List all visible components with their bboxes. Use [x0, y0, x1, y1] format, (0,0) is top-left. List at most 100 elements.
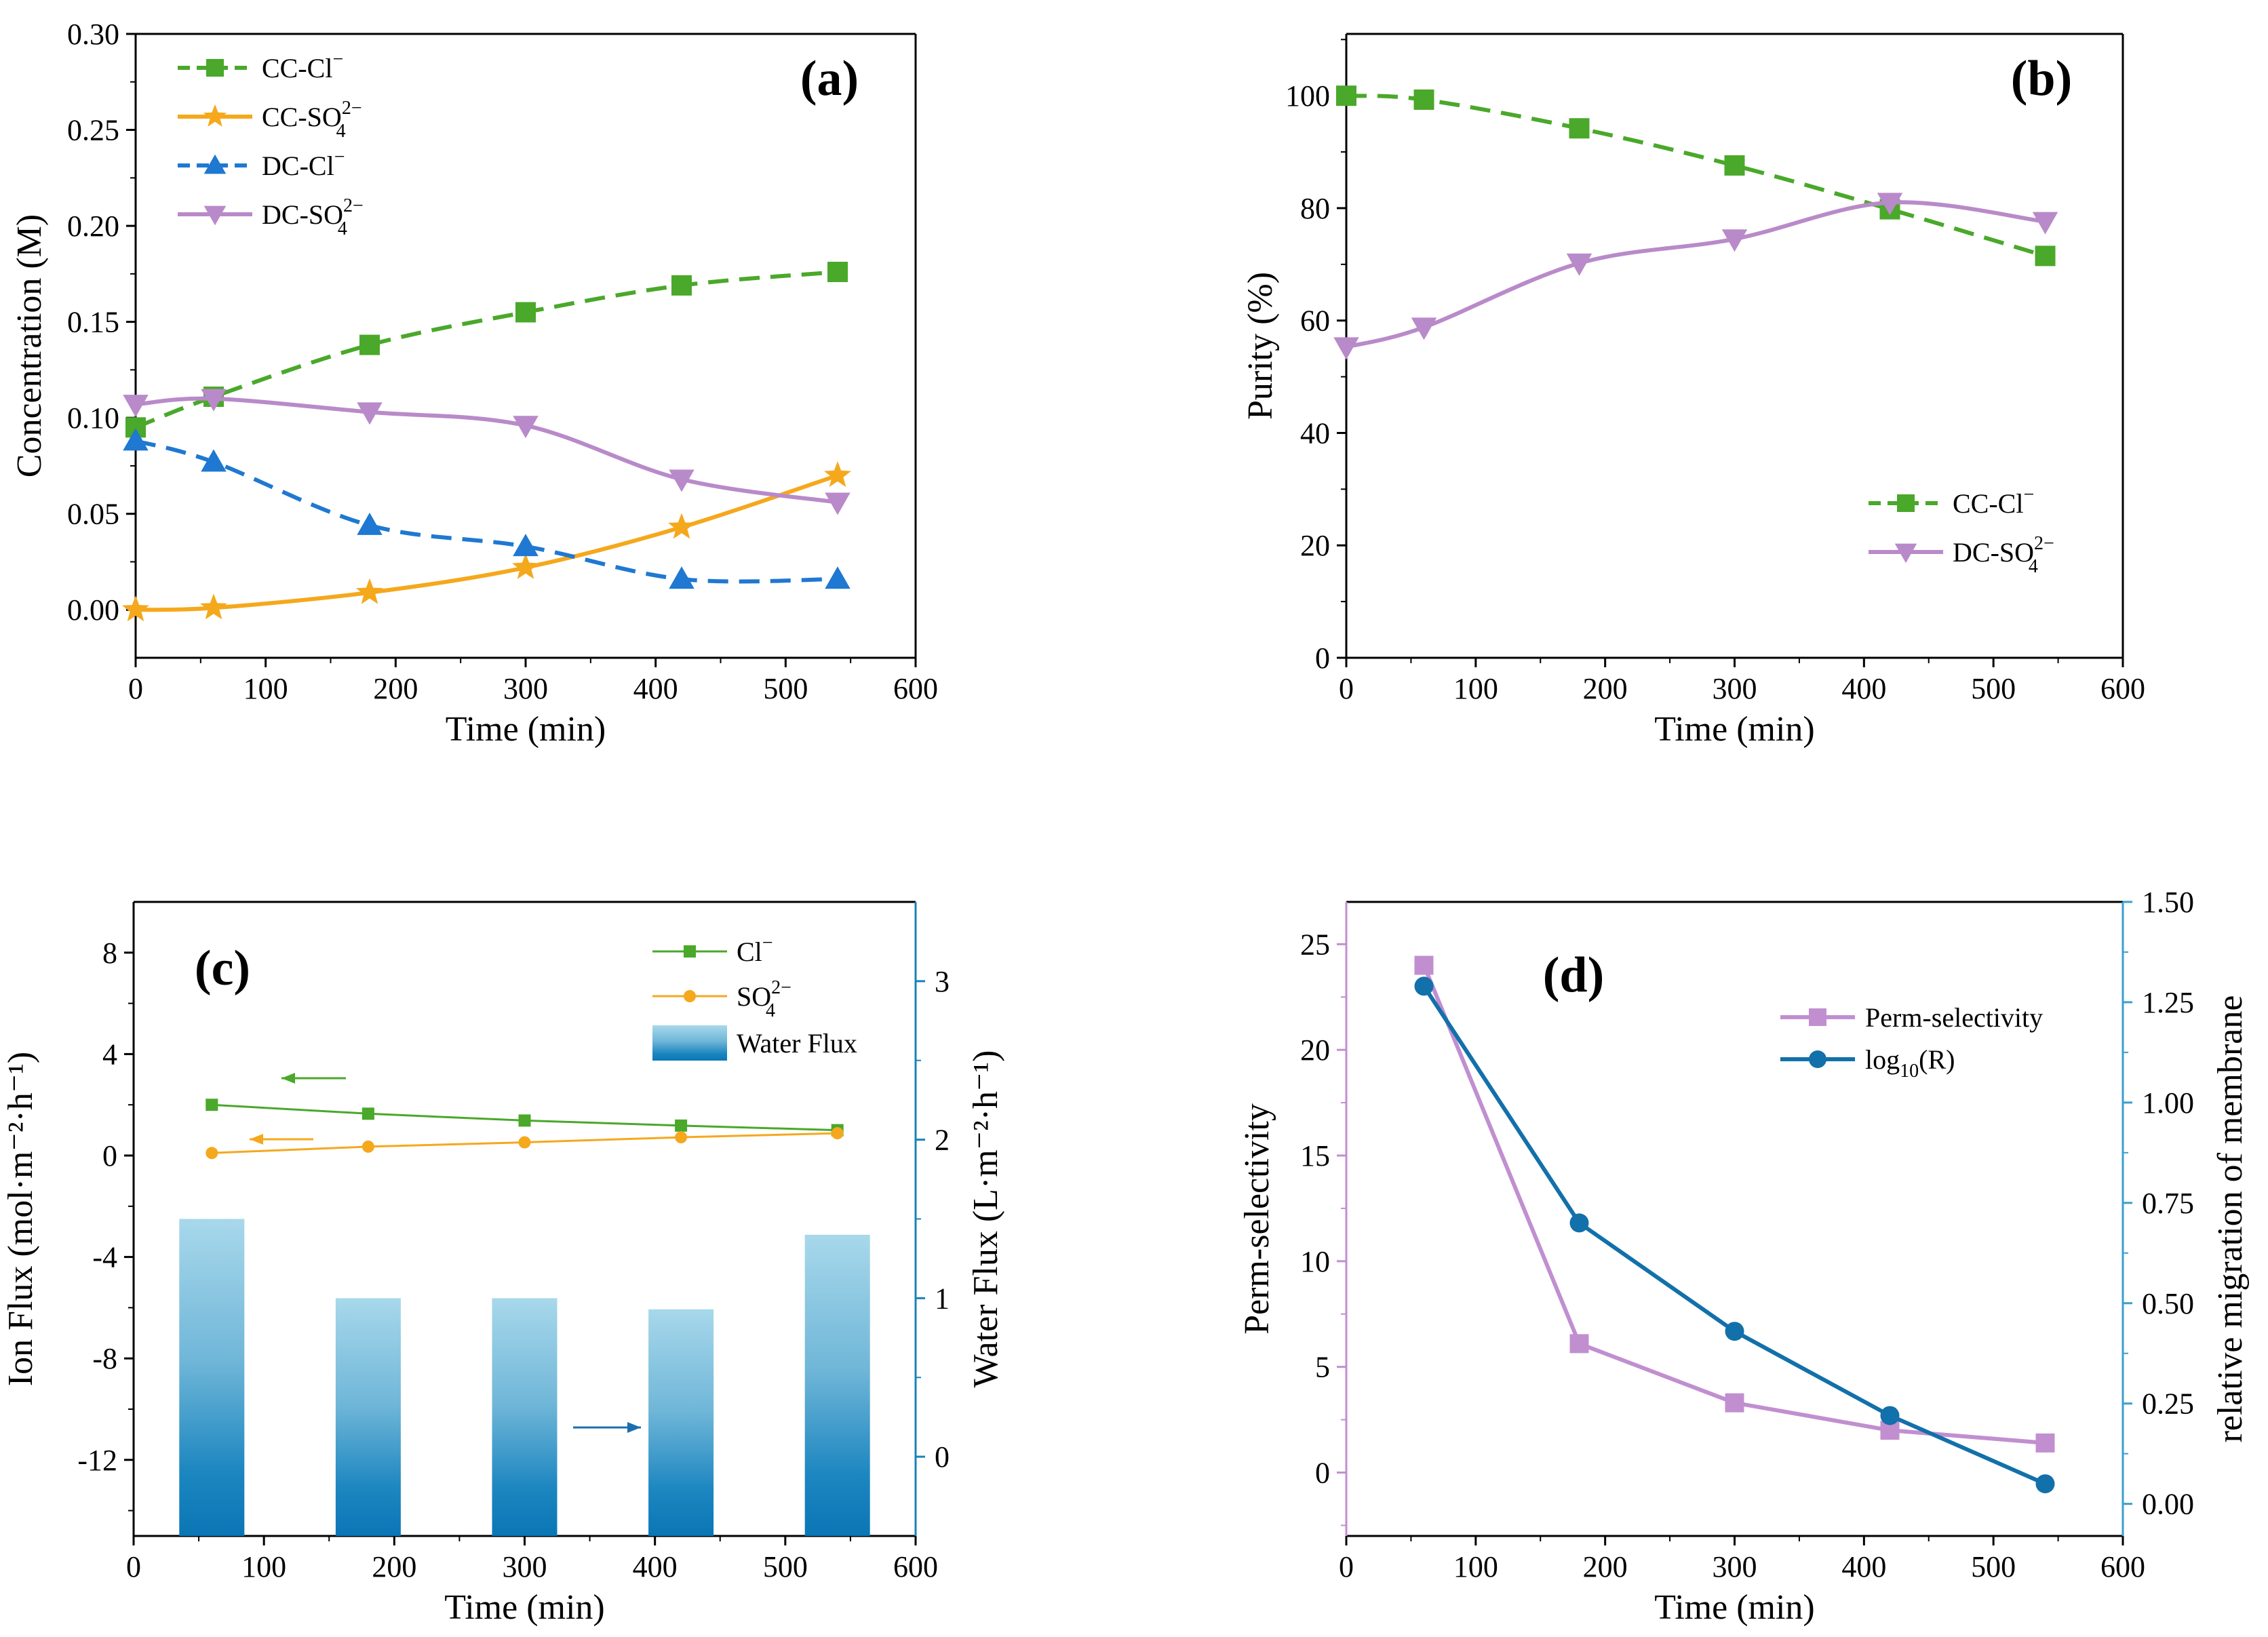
data-point [201, 389, 227, 412]
y-tick-label: 80 [1300, 192, 1330, 225]
legend-bar-swatch [652, 1025, 727, 1061]
x-tick-label: 300 [1713, 1550, 1757, 1583]
x-tick-label: 500 [1971, 672, 2016, 705]
legend: Perm-selectivity log10(R) [1780, 1002, 2043, 1082]
panel-b: 0 100 200 300 400 500 600 0 20 40 60 80 100 Time (min… [1241, 33, 2145, 749]
data-point [825, 492, 850, 515]
y2-tick-label: 1.00 [2142, 1086, 2194, 1120]
y-tick-label: 0.25 [67, 114, 119, 147]
data-point [1725, 1322, 1744, 1341]
legend-superscript: 2− [342, 98, 362, 119]
legend-name: CC-SO [262, 102, 342, 132]
y-tick-label: 0.20 [67, 210, 119, 243]
data-point [518, 1114, 531, 1127]
x-tick-label: 400 [633, 1550, 678, 1583]
legend-subscript: 4 [338, 218, 347, 239]
y2-tick-label: 0 [935, 1440, 950, 1474]
x-tick-label: 100 [241, 1550, 286, 1583]
legend-name: SO [737, 981, 771, 1012]
series-line-1 [135, 473, 838, 612]
legend: CC-Cl−CC-SO2− 4DC-Cl−DC-SO2− 4 [178, 49, 364, 239]
water-flux-bar [804, 1234, 870, 1536]
water-flux-bar [492, 1298, 558, 1536]
y2-tick-label: 0.25 [2142, 1387, 2194, 1421]
panel-label: (a) [800, 51, 859, 106]
data-point [123, 395, 149, 418]
legend-label: SO2− 4 [737, 977, 791, 1021]
data-point [1414, 955, 1434, 975]
legend-superscript: − [2023, 484, 2034, 505]
legend-label: Cl− [737, 932, 773, 967]
data-point [2035, 245, 2056, 267]
legend-label: log10(R) [1865, 1044, 1955, 1082]
y-tick-label: 4 [102, 1038, 117, 1071]
x-tick-label: 0 [1339, 672, 1354, 705]
y2-tick-label: 1.50 [2142, 886, 2194, 919]
data-point [1569, 118, 1590, 139]
x-tick-label: 400 [633, 672, 678, 705]
y-tick-label: 8 [102, 936, 117, 970]
y2-axis-title: Water Flux (L·m⁻²·h⁻¹) [966, 1050, 1005, 1388]
legend-marker [203, 104, 227, 127]
data-point [1724, 155, 1745, 176]
y-tick-label: 0.30 [67, 18, 119, 51]
y-tick-label: 0.10 [67, 401, 119, 435]
data-point [824, 461, 851, 488]
data-point [518, 1136, 531, 1149]
legend-marker [1897, 494, 1915, 512]
x-tick-label: 200 [1583, 672, 1628, 705]
data-point [361, 1140, 374, 1153]
data-point [513, 534, 539, 557]
data-point [201, 449, 227, 472]
x-tick-label: 300 [1713, 672, 1757, 705]
water-flux-bar [648, 1309, 714, 1536]
data-point [1414, 977, 1434, 996]
y2-tick-label: 0.50 [2142, 1287, 2194, 1320]
data-point [1569, 1213, 1589, 1233]
data-point [206, 1099, 218, 1111]
data-point [357, 402, 383, 425]
data-point [512, 553, 539, 579]
y2-tick-label: 0.75 [2142, 1187, 2194, 1220]
y-axis-title: Ion Flux (mol·m⁻²·h⁻¹) [1, 1052, 40, 1386]
y-tick-label: 0.00 [67, 593, 119, 627]
y-tick-label: 20 [1300, 1033, 1330, 1067]
data-point [513, 416, 539, 439]
data-point [1877, 193, 1903, 216]
data-point [668, 513, 695, 539]
legend-label: Water Flux [737, 1028, 857, 1059]
legend-marker [1809, 1050, 1826, 1068]
data-point [1336, 85, 1356, 106]
series-line-0 [134, 270, 838, 430]
data-point [1880, 1406, 1900, 1425]
legend-name: DC-SO [1953, 537, 2034, 568]
x-tick-label: 200 [373, 672, 418, 705]
panel-label: (c) [195, 941, 250, 996]
data-point [2035, 1433, 2055, 1453]
y-tick-label: 10 [1300, 1245, 1330, 1278]
y-axis-title: Concentration (M) [10, 214, 49, 477]
arrow-head [627, 1422, 641, 1433]
x-tick-label: 300 [503, 1550, 547, 1583]
x-tick-label: 600 [2100, 672, 2145, 705]
legend-label: DC-SO2− 4 [1953, 533, 2054, 577]
legend-marker [1809, 1008, 1826, 1026]
x-tick-label: 300 [503, 672, 548, 705]
legend-marker [203, 154, 227, 174]
legend-label: DC-SO2− 4 [262, 195, 364, 239]
data-point [200, 593, 227, 620]
legend-superscript: 2− [2034, 533, 2054, 554]
data-point [206, 1147, 218, 1160]
legend-name: Perm-selectivity [1865, 1002, 2043, 1033]
y-axis-title: Purity (%) [1241, 272, 1280, 420]
legend-label: DC-Cl− [262, 146, 345, 181]
x-tick-label: 600 [893, 672, 938, 705]
x-axis-title: Time (min) [1654, 1588, 1814, 1627]
data-point [357, 512, 383, 535]
arrow-head [281, 1073, 295, 1084]
y-tick-label: 60 [1300, 304, 1330, 338]
data-point [675, 1131, 688, 1144]
data-point [827, 262, 848, 283]
legend-subscript: 4 [2029, 556, 2038, 577]
